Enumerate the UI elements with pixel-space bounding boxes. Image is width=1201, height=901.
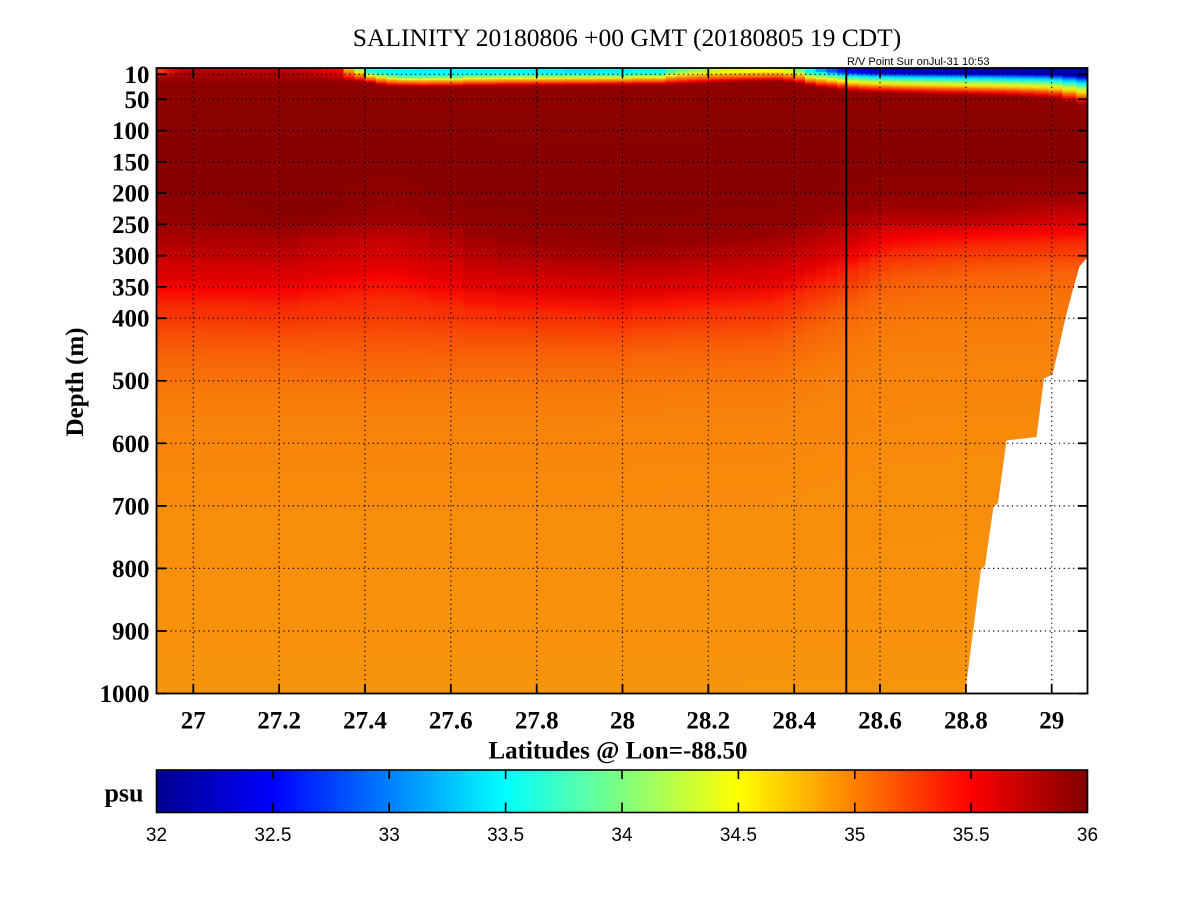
svg-text:32: 32 — [146, 825, 167, 846]
svg-text:33: 33 — [379, 825, 400, 846]
svg-text:700: 700 — [112, 493, 150, 520]
svg-text:SALINITY 20180806 +00 GMT (201: SALINITY 20180806 +00 GMT (20180805 19 C… — [353, 23, 901, 52]
svg-text:29: 29 — [1039, 708, 1064, 735]
svg-text:33.5: 33.5 — [487, 825, 524, 846]
svg-text:150: 150 — [112, 149, 150, 176]
svg-text:Depth (m): Depth (m) — [62, 327, 89, 436]
svg-text:1000: 1000 — [100, 681, 150, 708]
svg-text:27.4: 27.4 — [343, 708, 387, 735]
svg-text:Latitudes @ Lon=-88.50: Latitudes @ Lon=-88.50 — [488, 738, 747, 765]
svg-text:34: 34 — [611, 825, 633, 846]
svg-text:300: 300 — [112, 243, 150, 270]
svg-text:36: 36 — [1077, 825, 1098, 846]
svg-text:50: 50 — [125, 87, 150, 114]
svg-text:28.2: 28.2 — [686, 708, 730, 735]
svg-text:psu: psu — [104, 779, 143, 808]
svg-text:10: 10 — [125, 62, 150, 89]
svg-text:200: 200 — [112, 181, 150, 208]
svg-text:27.8: 27.8 — [515, 708, 559, 735]
svg-text:27.2: 27.2 — [257, 708, 301, 735]
svg-text:350: 350 — [112, 274, 150, 301]
svg-text:600: 600 — [112, 431, 150, 458]
svg-text:800: 800 — [112, 556, 150, 583]
svg-text:32.5: 32.5 — [254, 825, 291, 846]
svg-text:400: 400 — [112, 306, 150, 333]
svg-text:27: 27 — [181, 708, 206, 735]
svg-text:28.8: 28.8 — [944, 708, 988, 735]
svg-text:250: 250 — [112, 212, 150, 239]
svg-text:28.6: 28.6 — [858, 708, 902, 735]
svg-text:34.5: 34.5 — [720, 825, 757, 846]
svg-text:500: 500 — [112, 368, 150, 395]
svg-text:28.4: 28.4 — [772, 708, 816, 735]
svg-text:900: 900 — [112, 619, 150, 646]
svg-text:35.5: 35.5 — [953, 825, 990, 846]
svg-text:R/V Point Sur onJul-31 10:53: R/V Point Sur onJul-31 10:53 — [847, 56, 989, 68]
svg-text:100: 100 — [112, 118, 150, 145]
svg-text:28: 28 — [610, 708, 635, 735]
svg-text:35: 35 — [844, 825, 865, 846]
svg-text:27.6: 27.6 — [429, 708, 473, 735]
